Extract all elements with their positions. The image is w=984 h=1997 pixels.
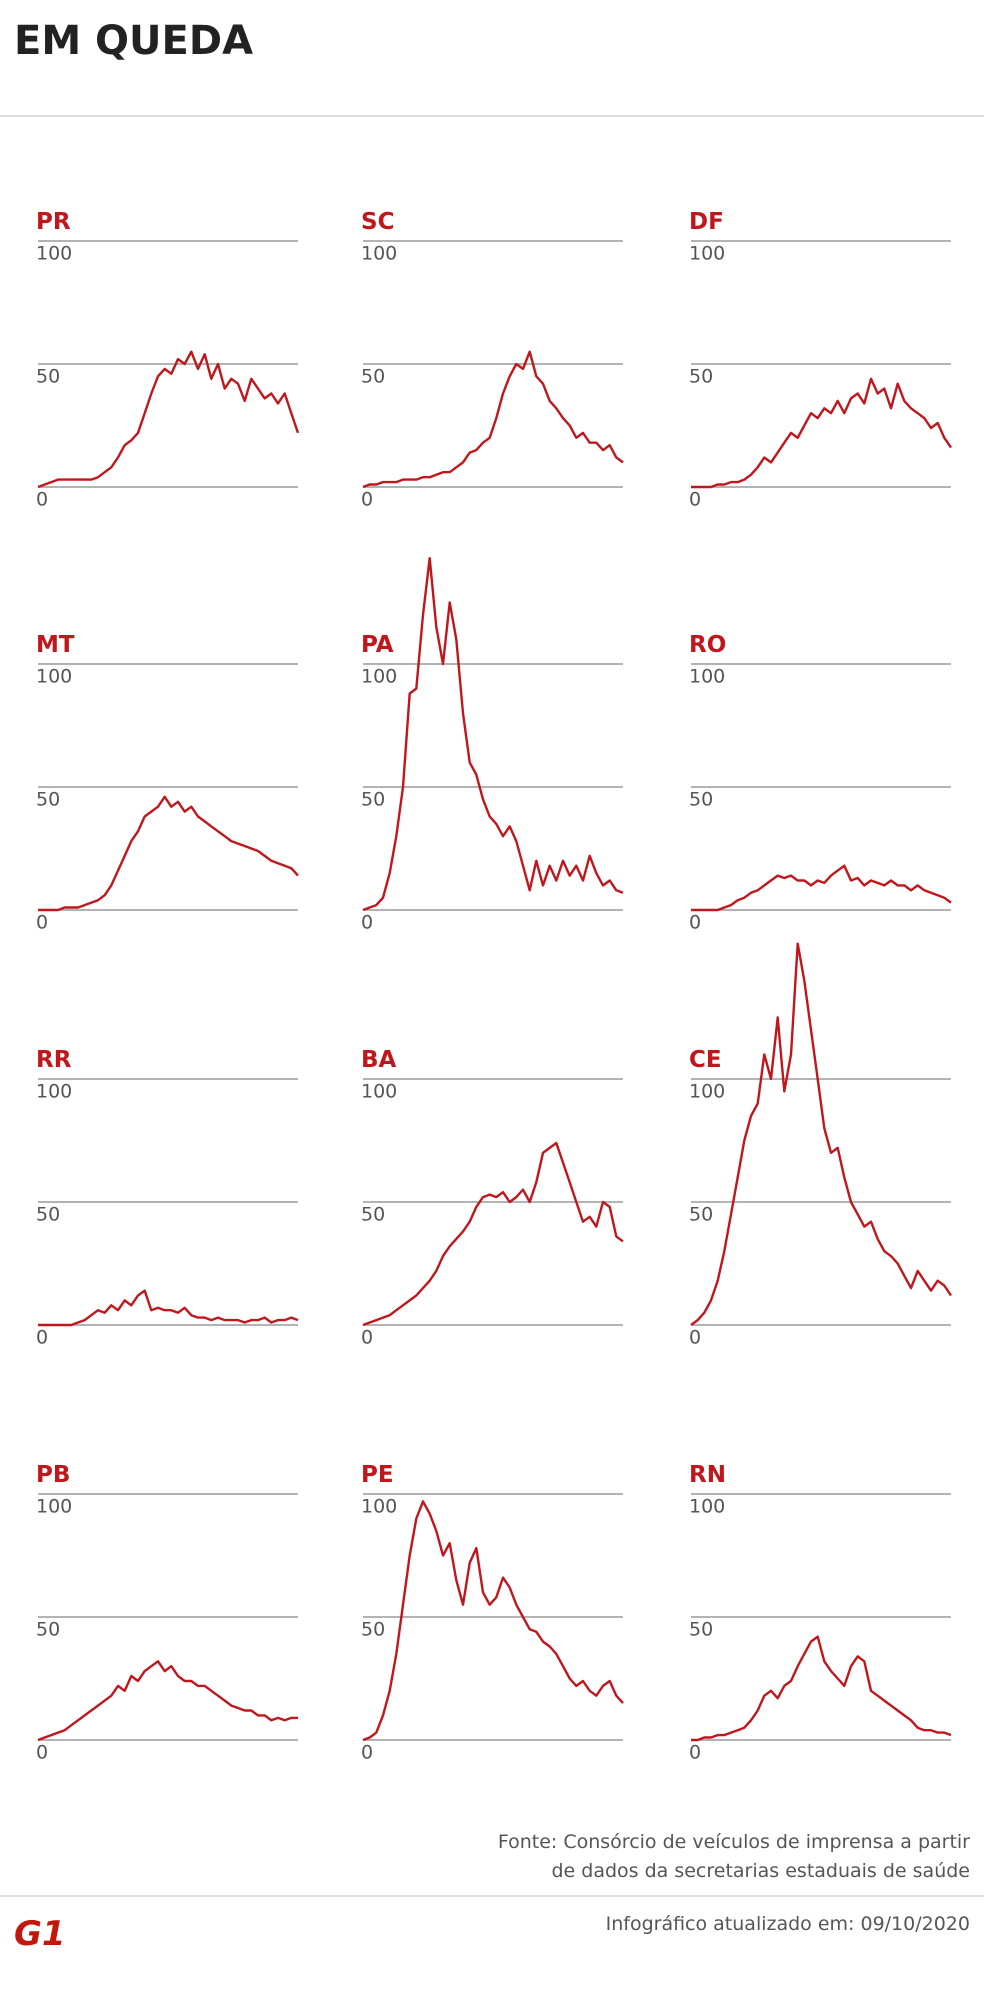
y-tick-label: 50	[36, 1204, 60, 1226]
y-tick-label: 0	[689, 489, 701, 511]
y-tick-label: 0	[689, 1327, 701, 1349]
y-tick-label: 100	[36, 1081, 72, 1103]
y-tick-label: 50	[689, 1204, 713, 1226]
panel-title: PR	[36, 209, 71, 235]
logo: G1	[14, 1914, 66, 1954]
y-tick-label: 0	[361, 912, 373, 934]
panel-title: PA	[361, 632, 394, 658]
panel-title: SC	[361, 209, 394, 235]
y-tick-label: 100	[689, 666, 725, 688]
y-tick-label: 0	[36, 912, 48, 934]
panel-title: DF	[689, 209, 724, 235]
y-tick-label: 100	[36, 1496, 72, 1518]
y-tick-label: 100	[361, 1081, 397, 1103]
y-tick-label: 0	[36, 489, 48, 511]
y-tick-label: 0	[36, 1327, 48, 1349]
y-tick-label: 50	[689, 366, 713, 388]
panel-title: RR	[36, 1047, 72, 1073]
y-tick-label: 100	[361, 1496, 397, 1518]
y-tick-label: 50	[361, 1619, 385, 1641]
updated-note: Infográfico atualizado em: 09/10/2020	[606, 1913, 970, 1935]
source-line: de dados da secretarias estaduais de saú…	[551, 1860, 970, 1882]
line-series	[362, 557, 624, 912]
panel-title: RN	[689, 1462, 726, 1488]
y-tick-label: 100	[689, 243, 725, 265]
y-tick-label: 100	[689, 1081, 725, 1103]
y-tick-label: 50	[36, 1619, 60, 1641]
y-tick-label: 50	[36, 789, 60, 811]
line-series	[362, 1500, 624, 1742]
line-series	[362, 350, 624, 489]
line-series	[691, 377, 952, 489]
panel-title: CE	[689, 1047, 722, 1073]
y-tick-label: 0	[689, 1742, 701, 1764]
y-tick-label: 100	[361, 243, 397, 265]
panel-title: PE	[361, 1462, 394, 1488]
line-series	[37, 1660, 298, 1742]
y-tick-label: 0	[689, 912, 701, 934]
line-series	[362, 1141, 624, 1327]
y-tick-label: 50	[689, 1619, 713, 1641]
line-series	[37, 350, 300, 489]
y-tick-label: 0	[36, 1742, 48, 1764]
small-multiples: PR 0 50 100 SC 0 50 100 DF 0 50 100 MT 0 50 100 PA 0 50 100…	[36, 209, 952, 1764]
page-title: EM QUEDA	[14, 18, 253, 64]
line-series	[38, 795, 299, 912]
y-tick-label: 50	[36, 366, 60, 388]
y-tick-label: 50	[689, 789, 713, 811]
y-tick-label: 0	[361, 1327, 373, 1349]
panel-title: BA	[361, 1047, 397, 1073]
panel-title: MT	[36, 632, 75, 658]
y-tick-label: 0	[361, 1742, 373, 1764]
line-series	[38, 1289, 299, 1327]
y-tick-label: 50	[361, 366, 385, 388]
line-series	[691, 1635, 952, 1742]
source-line: Fonte: Consórcio de veículos de imprensa…	[498, 1831, 970, 1853]
y-tick-label: 0	[361, 489, 373, 511]
line-series	[690, 942, 952, 1326]
line-series	[691, 864, 952, 912]
y-tick-label: 100	[36, 243, 72, 265]
y-tick-label: 100	[689, 1496, 725, 1518]
y-tick-label: 50	[361, 1204, 385, 1226]
y-tick-label: 100	[361, 666, 397, 688]
y-tick-label: 50	[361, 789, 385, 811]
panel-title: PB	[36, 1462, 70, 1488]
y-tick-label: 100	[36, 666, 72, 688]
panel-title: RO	[689, 632, 726, 658]
